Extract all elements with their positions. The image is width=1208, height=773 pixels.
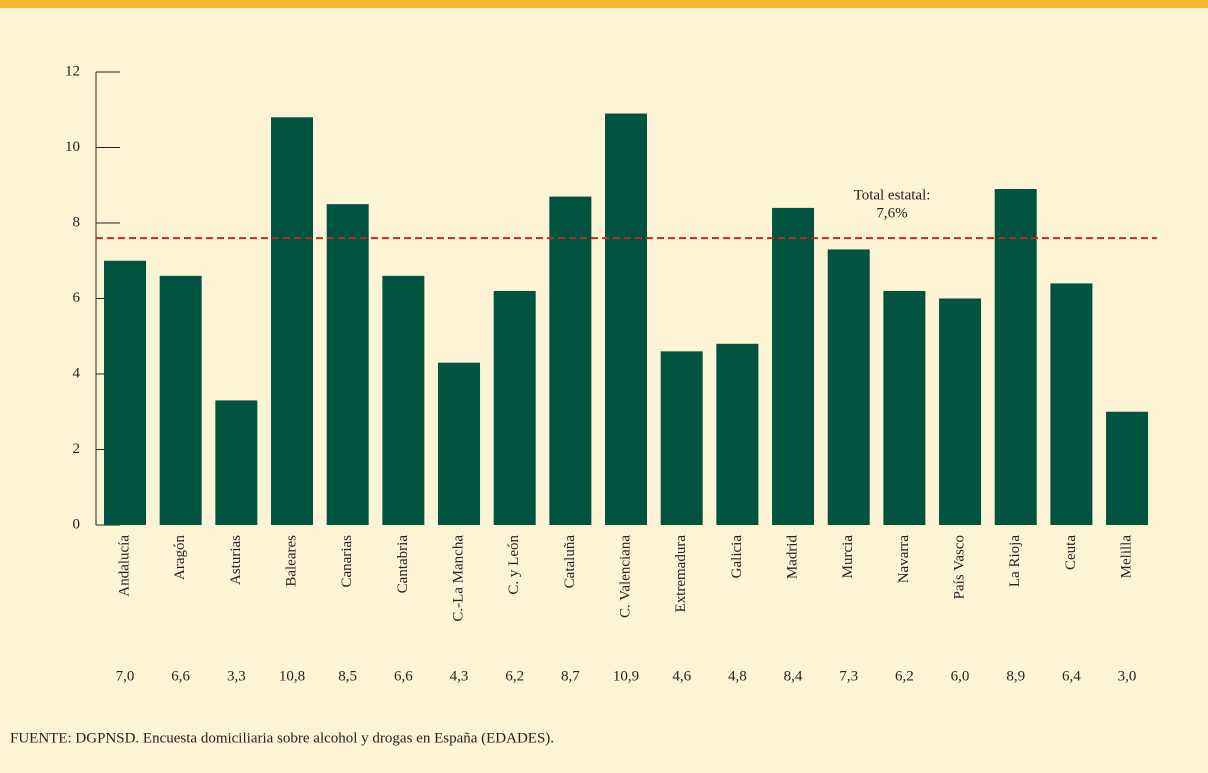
value-label: 10,8 [279,668,305,684]
x-tick-label: La Rioja [1007,535,1023,587]
x-tick-label: Melilla [1118,535,1134,579]
bar [660,351,703,525]
x-tick-label: Navarra [896,535,912,584]
value-label: 8,7 [561,668,580,684]
bar [939,298,982,525]
y-tick-label: 4 [73,365,81,381]
y-tick-label: 6 [73,290,81,306]
value-label: 7,0 [116,668,135,684]
x-tick-label: País Vasco [951,535,967,599]
x-tick-label: Extremadura [673,535,689,613]
x-tick-label: C. Valenciana [617,535,633,618]
bar [1106,411,1149,525]
bar [605,113,648,526]
x-tick-label: C.-La Mancha [450,535,466,622]
value-label: 6,4 [1062,668,1081,684]
y-tick-label: 10 [65,139,80,155]
x-tick-label: Madrid [784,535,800,580]
bar [883,290,926,525]
value-label: 8,9 [1006,668,1025,684]
bar [827,249,870,526]
value-label: 6,6 [171,668,190,684]
x-tick-label: C. y León [506,535,522,595]
bar [438,362,481,525]
value-label: 4,8 [728,668,747,684]
x-tick-label: Andalucía [116,535,132,597]
x-tick-label: Ceuta [1063,535,1079,570]
value-label: 3,0 [1118,668,1137,684]
value-label: 10,9 [613,668,639,684]
y-tick-label: 12 [65,63,80,79]
bar [271,117,314,526]
y-tick-label: 0 [73,516,81,532]
x-tick-label: Aragón [172,535,188,580]
source: FUENTE: DGPNSD. Encuesta domiciliaria so… [10,730,554,746]
bar [1050,283,1093,525]
bar [104,260,146,525]
value-label: 8,4 [784,668,803,684]
x-tick-label: Murcia [840,535,856,579]
value-label: 4,6 [672,668,691,684]
value-label: 4,3 [450,668,469,684]
bar [493,290,536,525]
y-tick-label: 2 [73,441,81,457]
x-tick-label: Cataluña [562,535,578,589]
bar [549,196,592,525]
y-tick-label: 8 [73,214,81,230]
bar [994,189,1037,525]
reference-label: Total estatal: [854,187,931,203]
x-tick-label: Baleares [283,535,299,587]
x-tick-label: Asturias [228,535,244,585]
value-label: 7,3 [839,668,858,684]
bar [716,343,759,525]
bar [772,207,815,525]
value-label: 6,0 [951,668,970,684]
x-tick-label: Canarias [339,535,355,588]
value-label: 6,2 [505,668,524,684]
bar [159,275,202,525]
value-label: 3,3 [227,668,246,684]
value-label: 6,6 [394,668,413,684]
x-tick-label: Cantabria [395,535,411,594]
value-label: 6,2 [895,668,914,684]
bar [382,275,425,525]
bar [215,400,258,525]
reference-label: 7,6% [876,205,907,221]
top-band [0,0,1208,8]
x-tick-label: Galicia [729,535,745,579]
bar [326,204,369,525]
value-label: 8,5 [338,668,357,684]
